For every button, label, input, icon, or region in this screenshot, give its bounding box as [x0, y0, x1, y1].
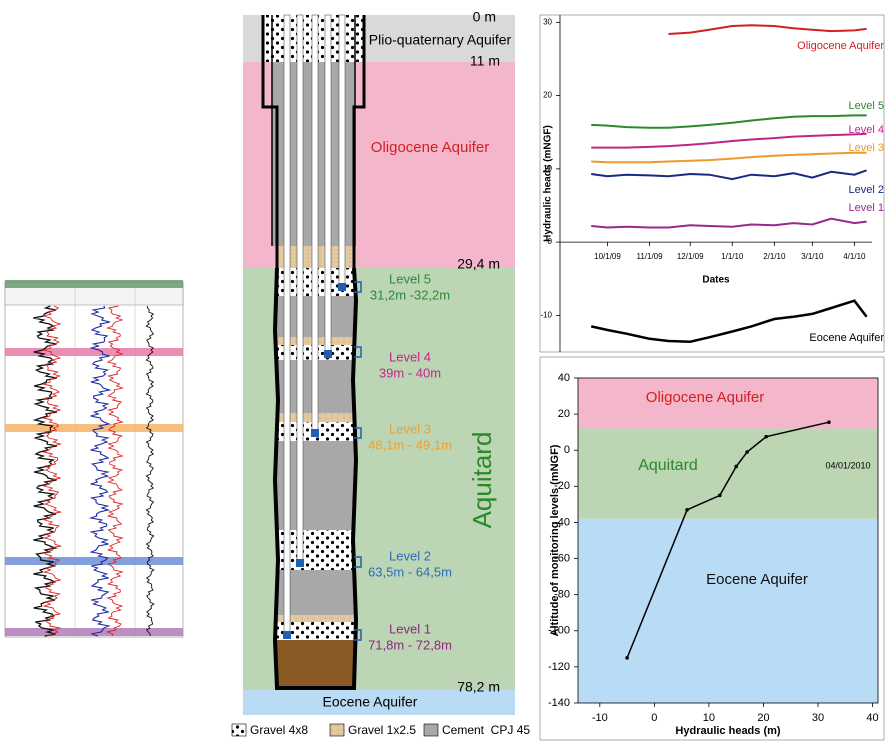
x-tick-label: 4/1/10	[843, 252, 866, 261]
x-tick-label: 20	[757, 712, 769, 724]
y-tick-label: -10	[540, 310, 552, 319]
y-axis-title: Hydraulic heads (mNGF)	[543, 125, 554, 242]
x-tick-label: 10	[703, 712, 715, 724]
borehole-diagram: 0 m 11 m 29,4 m 78,2 m Plio-quaternary A…	[243, 9, 515, 715]
x-tick-label: 30	[812, 712, 824, 724]
y-tick-label: -140	[548, 697, 570, 709]
layer-label: Aquitard	[467, 432, 497, 529]
series-label: Level 4	[849, 124, 884, 136]
x-axis-title: Hydraulic heads (m)	[675, 725, 780, 737]
band	[578, 519, 878, 703]
level-depth: 39m - 40m	[379, 365, 441, 380]
y-axis-title: Altitude of monitoring levels (mNGF)	[549, 444, 561, 636]
legend: Gravel 4x8 Gravel 1x2.5 Cement CPJ 45	[232, 723, 530, 737]
y-tick-label: 0	[564, 444, 570, 456]
band	[578, 429, 878, 519]
layer-label: Oligocene Aquifer	[371, 139, 489, 156]
x-tick-label: 3/1/10	[801, 252, 824, 261]
level-name: Level 5	[389, 271, 431, 286]
level-depth: 31,2m -32,2m	[370, 287, 450, 302]
data-point	[625, 656, 629, 660]
x-tick-label: 1/1/10	[721, 252, 744, 261]
data-point	[685, 508, 689, 512]
legend-label: Gravel 1x2.5	[348, 723, 416, 737]
level-name: Level 2	[389, 548, 431, 563]
level-name: Level 4	[389, 349, 431, 364]
series-label: Level 5	[849, 100, 884, 112]
data-point	[718, 494, 722, 498]
page: 0 m 11 m 29,4 m 78,2 m Plio-quaternary A…	[0, 0, 885, 741]
band-label: Eocene Aquifer	[706, 571, 808, 588]
annotation: 04/01/2010	[825, 460, 870, 470]
layer-label: Plio-quaternary Aquifer	[369, 32, 512, 48]
depth-label: 11 m	[470, 53, 500, 69]
x-tick-label: 2/1/10	[763, 252, 786, 261]
depth-label: 78,2 m	[457, 679, 500, 695]
depth-label: 0 m	[473, 9, 496, 25]
band-label: Oligocene Aquifer	[646, 389, 764, 406]
level-depth: 48,1m - 49,1m	[368, 437, 452, 452]
x-tick-label: 10/1/09	[594, 252, 621, 261]
level-depth: 63,5m - 64,5m	[368, 564, 452, 579]
data-point	[745, 450, 749, 454]
x-tick-label: 11/1/09	[636, 252, 663, 261]
legend-label: Cement CPJ 45	[442, 723, 530, 737]
data-point	[827, 420, 831, 424]
x-tick-label: 0	[651, 712, 657, 724]
depth-label: 29,4 m	[457, 256, 500, 272]
series-label: Oligocene Aquifer	[797, 40, 884, 52]
x-tick-label: -10	[592, 712, 608, 724]
layer-label: Eocene Aquifer	[323, 694, 418, 710]
series-label: Eocene Aquifer	[809, 332, 884, 344]
band-label: Aquitard	[638, 457, 698, 474]
level-name: Level 1	[389, 621, 431, 636]
level-name: Level 3	[389, 421, 431, 436]
y-tick-label: -120	[548, 661, 570, 673]
figure: 0 m 11 m 29,4 m 78,2 m Plio-quaternary A…	[0, 0, 885, 741]
series-label: Level 1	[849, 202, 884, 214]
x-tick-label: 40	[866, 712, 878, 724]
y-tick-label: 30	[543, 17, 552, 26]
well-log	[5, 280, 183, 637]
x-tick-label: 12/1/09	[677, 252, 704, 261]
panel	[540, 15, 884, 352]
series-label: Level 3	[849, 142, 884, 154]
legend-label: Gravel 4x8	[250, 723, 308, 737]
level-depth: 71,8m - 72,8m	[368, 637, 452, 652]
x-axis-title: Dates	[702, 275, 730, 286]
y-tick-label: 20	[543, 91, 552, 100]
y-tick-label: 20	[558, 408, 570, 420]
series-label: Level 2	[849, 184, 884, 196]
data-point	[734, 465, 738, 469]
data-point	[764, 435, 768, 439]
y-tick-label: 40	[558, 372, 570, 384]
